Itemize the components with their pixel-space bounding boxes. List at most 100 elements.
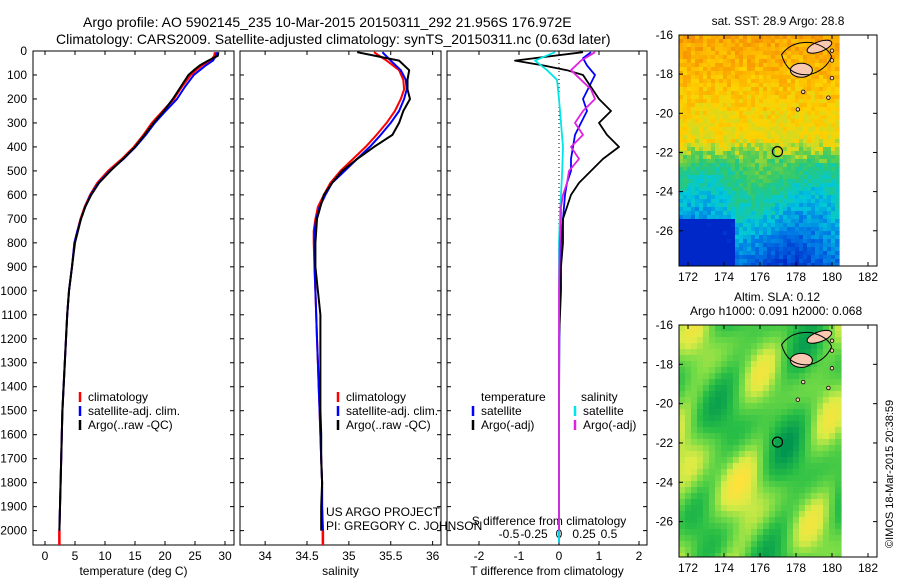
map-cell <box>823 87 828 92</box>
map-cell <box>707 159 712 164</box>
map-cell <box>739 47 744 52</box>
map-cell <box>697 529 704 536</box>
map-cell <box>829 541 836 548</box>
map-cell <box>719 151 724 156</box>
map-cell <box>799 203 804 208</box>
map-cell <box>747 251 752 256</box>
map-cell <box>707 83 712 88</box>
map-cell <box>775 155 780 160</box>
map-cell <box>783 127 788 132</box>
map-cell <box>721 529 728 536</box>
map-cell <box>735 235 740 240</box>
map-cell <box>683 83 688 88</box>
map-cell <box>719 43 724 48</box>
map-cell <box>751 259 756 264</box>
map-cell <box>699 75 704 80</box>
map-cell <box>757 391 764 398</box>
map-cell <box>733 493 740 500</box>
map-cell <box>823 75 828 80</box>
map-cell <box>763 179 768 184</box>
islet <box>829 48 835 53</box>
map-cell <box>817 493 824 500</box>
map-cell <box>763 103 768 108</box>
map-cell <box>815 55 820 60</box>
map-cell <box>687 79 692 84</box>
map-cell <box>815 171 820 176</box>
map-cell <box>829 523 836 530</box>
map-cell <box>835 183 840 188</box>
map-cell <box>721 457 728 464</box>
map-cell <box>751 517 758 524</box>
map-cell <box>835 103 840 108</box>
map-cell <box>763 59 768 64</box>
map-cell <box>763 175 768 180</box>
map-cell <box>751 541 758 548</box>
map-cell <box>755 239 760 244</box>
map-cell <box>783 51 788 56</box>
map-cell <box>799 159 804 164</box>
map-cell <box>711 223 716 228</box>
map-cell <box>783 235 788 240</box>
map-cell <box>787 247 792 252</box>
map-cell <box>687 259 692 264</box>
map-cell <box>815 207 820 212</box>
map-cell <box>775 475 782 482</box>
map-cell <box>787 397 794 404</box>
map-cell <box>719 183 724 188</box>
map-cell <box>767 195 772 200</box>
map-cell <box>679 63 684 68</box>
map-cell <box>827 123 832 128</box>
map-cell <box>739 43 744 48</box>
map-cell <box>751 35 756 40</box>
map-cell <box>751 523 758 530</box>
map-cell <box>819 239 824 244</box>
map-cell <box>817 355 824 362</box>
map-cell <box>739 415 746 422</box>
map-cell <box>835 415 842 422</box>
map-cell <box>819 251 824 256</box>
map-cell <box>731 227 736 232</box>
map-cell <box>783 207 788 212</box>
map-cell <box>707 215 712 220</box>
map-cell <box>703 385 710 392</box>
map-cell <box>743 67 748 72</box>
map-cell <box>751 421 758 428</box>
map-cell <box>719 251 724 256</box>
map-cell <box>723 87 728 92</box>
map-cell <box>727 517 734 524</box>
map-cell <box>699 43 704 48</box>
islet <box>801 379 806 385</box>
map-cell <box>721 421 728 428</box>
map-cell <box>699 159 704 164</box>
map-cell <box>735 259 740 264</box>
map-cell <box>795 195 800 200</box>
map-cell <box>775 367 782 374</box>
map-cell <box>811 67 816 72</box>
map-cell <box>807 75 812 80</box>
map-cell <box>745 373 752 380</box>
map-cell <box>679 159 684 164</box>
map-cell <box>687 135 692 140</box>
map-cell <box>747 255 752 260</box>
map-cell <box>799 251 804 256</box>
map-cell <box>727 127 732 132</box>
map-cell <box>835 91 840 96</box>
map-cell <box>811 403 818 410</box>
map-cell <box>711 175 716 180</box>
map-cell <box>685 331 692 338</box>
map-cell <box>823 263 828 266</box>
map-cell <box>735 143 740 148</box>
map-cell <box>735 55 740 60</box>
map-cell <box>783 91 788 96</box>
map-cell <box>703 187 708 192</box>
map-cell <box>767 119 772 124</box>
map-cell <box>727 219 732 224</box>
map-cell <box>779 159 784 164</box>
map-cell <box>691 79 696 84</box>
map-cell <box>803 83 808 88</box>
map-cell <box>751 67 756 72</box>
map-cell <box>795 135 800 140</box>
map-cell <box>779 175 784 180</box>
map-cell <box>787 385 794 392</box>
map-cell <box>831 187 836 192</box>
